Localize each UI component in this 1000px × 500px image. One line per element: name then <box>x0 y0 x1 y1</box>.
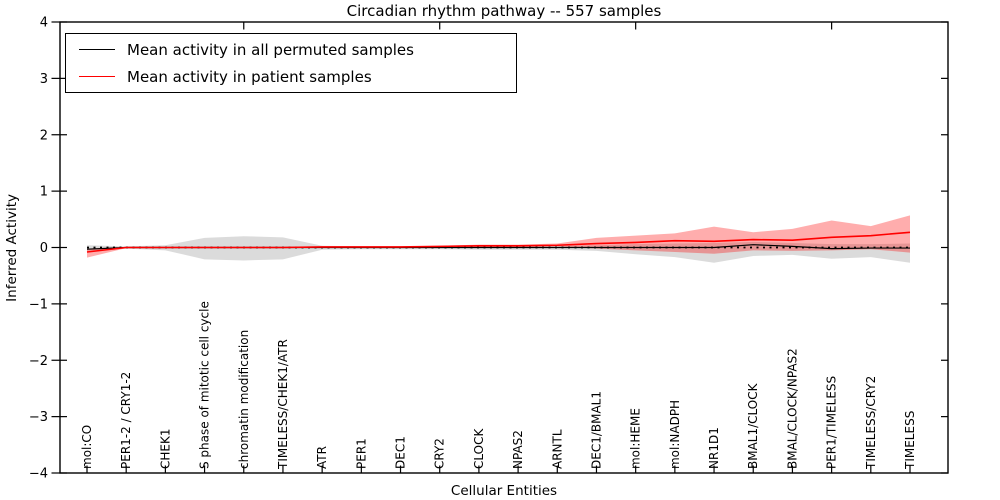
x-axis-title: Cellular Entities <box>450 483 558 499</box>
x-tick-label: DEC1 <box>394 436 408 469</box>
permuted-line-swatch-icon <box>79 49 115 50</box>
x-tick-label: ATR <box>315 446 329 469</box>
chart-title: Circadian rhythm pathway -- 557 samples <box>346 2 662 20</box>
x-tick-label: BMAL/CLOCK/NPAS2 <box>785 348 799 469</box>
x-tick-label: mol:NADPH <box>668 400 682 469</box>
y-tick-label: 1 <box>40 185 48 200</box>
x-tick-label: TIMELESS/CRY2 <box>864 376 878 470</box>
y-tick-label: 0 <box>40 241 48 256</box>
legend-label-permuted: Mean activity in all permuted samples <box>127 40 414 59</box>
patient-line-swatch-icon <box>79 76 115 77</box>
y-tick-label: 3 <box>40 72 48 87</box>
x-tick-label: NPAS2 <box>511 430 525 469</box>
x-tick-label: CRY2 <box>433 438 447 469</box>
x-tick-label: DEC1/BMAL1 <box>589 391 603 469</box>
legend: Mean activity in all permuted samples Me… <box>65 33 517 93</box>
legend-label-patient: Mean activity in patient samples <box>127 67 372 86</box>
x-tick-label: mol:CO <box>80 425 94 469</box>
series-line-patient <box>86 231 911 253</box>
y-tick-label: −2 <box>29 354 48 369</box>
x-tick-label: CLOCK <box>472 428 486 469</box>
x-tick-label: TIMELESS <box>903 411 917 470</box>
y-tick-label: 4 <box>40 16 48 31</box>
x-tick-label: PER1-2 / CRY1-2 <box>119 372 133 469</box>
x-tick-label: mol:HEME <box>629 408 643 469</box>
y-tick-label: 2 <box>40 128 48 143</box>
x-tick-label: TIMELESS/CHEK1/ATR <box>276 339 290 470</box>
legend-item-patient: Mean activity in patient samples <box>79 68 516 86</box>
x-tick-label: CHEK1 <box>158 429 172 470</box>
y-tick-label: −1 <box>29 297 48 312</box>
x-tick-label: NR1D1 <box>707 427 721 469</box>
x-tick-label: PER1/TIMELESS <box>825 376 839 469</box>
x-tick-label: chromatin modification <box>237 330 251 469</box>
y-tick-label: −4 <box>29 467 48 482</box>
y-axis-title-wrap: Inferred Activity <box>2 22 22 473</box>
band-permuted <box>87 236 910 263</box>
x-tick-label: S phase of mitotic cell cycle <box>198 301 212 469</box>
y-axis-title: Inferred Activity <box>4 193 20 302</box>
legend-item-permuted: Mean activity in all permuted samples <box>79 41 516 59</box>
x-tick-label: BMAL1/CLOCK <box>746 382 760 469</box>
x-tick-label: ARNTL <box>550 429 564 469</box>
y-tick-label: −3 <box>29 410 48 425</box>
x-tick-label: PER1 <box>354 438 368 469</box>
